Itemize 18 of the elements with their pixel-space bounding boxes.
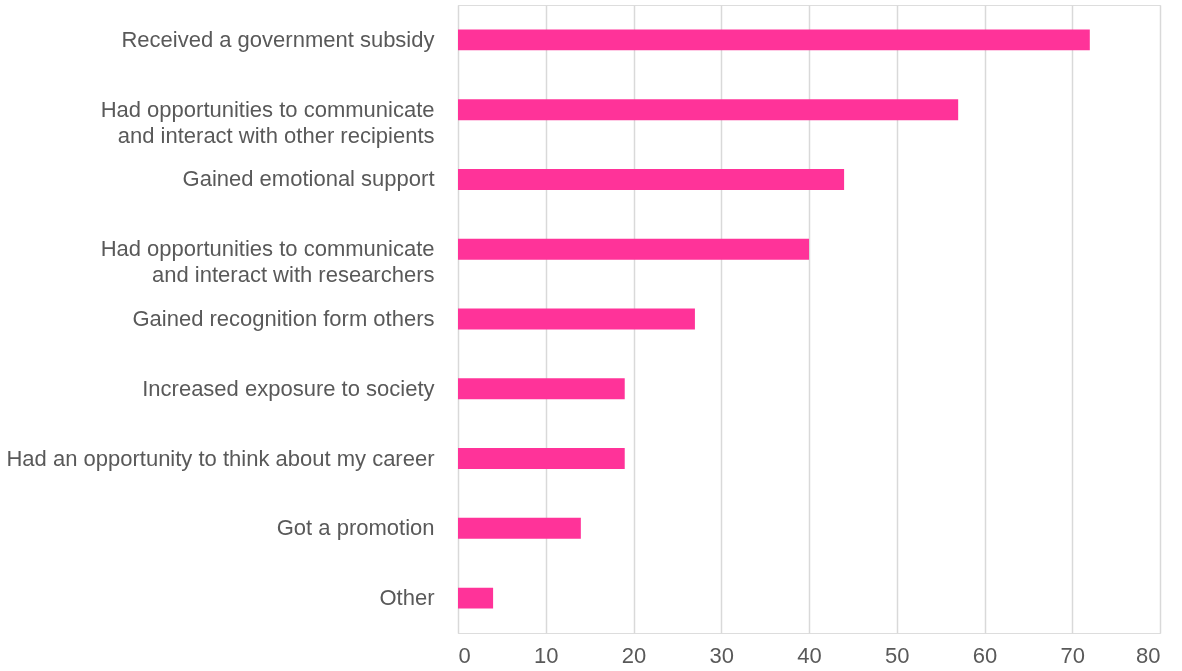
y-tick-label: Had opportunities to communicate and interact with researchers — [100, 236, 435, 288]
y-tick-label: Had opportunities to communicate and interact with other recipients — [100, 96, 435, 148]
y-tick-label: Other — [379, 585, 435, 611]
y-tick-label: Increased exposure to society — [142, 375, 435, 401]
y-tick-label: Gained emotional support — [182, 166, 435, 192]
x-tick-label: 30 — [709, 642, 734, 668]
y-tick-label: Got a promotion — [276, 515, 435, 541]
y-tick-label: Received a government subsidy — [121, 26, 435, 52]
x-tick-label: 80 — [1136, 642, 1161, 668]
x-tick-label: 60 — [972, 642, 998, 668]
x-tick-label: 0 — [458, 642, 471, 668]
x-tick-label: 10 — [534, 642, 559, 668]
x-tick-label: 20 — [621, 642, 647, 668]
x-tick-label: 70 — [1060, 642, 1085, 668]
x-tick-label: 50 — [885, 642, 910, 668]
y-tick-label: Gained recognition form others — [132, 306, 435, 331]
x-tick-label: 40 — [797, 642, 822, 668]
y-tick-label: Had an opportunity to think about my career — [6, 445, 435, 471]
